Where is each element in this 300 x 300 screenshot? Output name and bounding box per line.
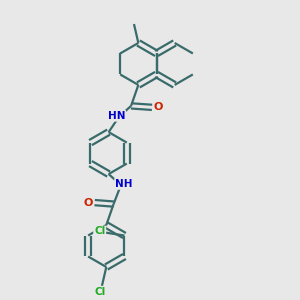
Text: NH: NH: [115, 179, 133, 189]
Text: Cl: Cl: [94, 226, 105, 236]
Text: HN: HN: [108, 111, 125, 121]
Text: O: O: [154, 102, 163, 112]
Text: Cl: Cl: [95, 287, 106, 297]
Text: O: O: [84, 198, 93, 208]
